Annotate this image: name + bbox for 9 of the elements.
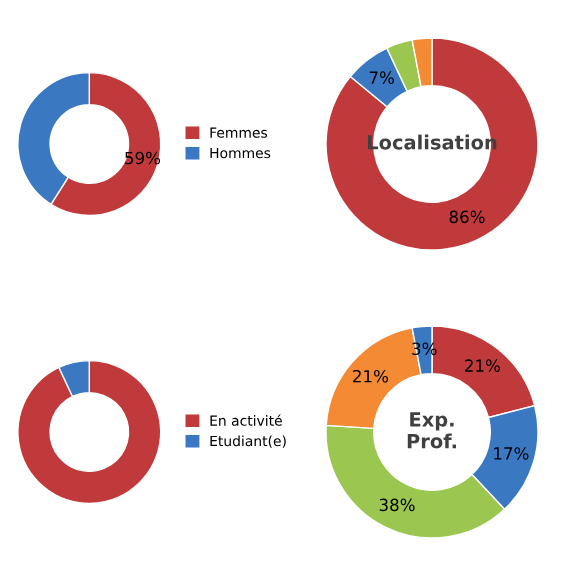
data-label: 21% bbox=[353, 369, 388, 383]
data-label: 21% bbox=[465, 359, 500, 372]
data-label: 86% bbox=[449, 210, 485, 224]
text: Exp. Prof. bbox=[407, 412, 456, 449]
data-label: 38% bbox=[379, 498, 415, 512]
donut-slice bbox=[325, 37, 539, 251]
donut-slice bbox=[17, 359, 162, 505]
data-label: 17% bbox=[494, 447, 529, 460]
data-label: 7% bbox=[369, 71, 394, 84]
